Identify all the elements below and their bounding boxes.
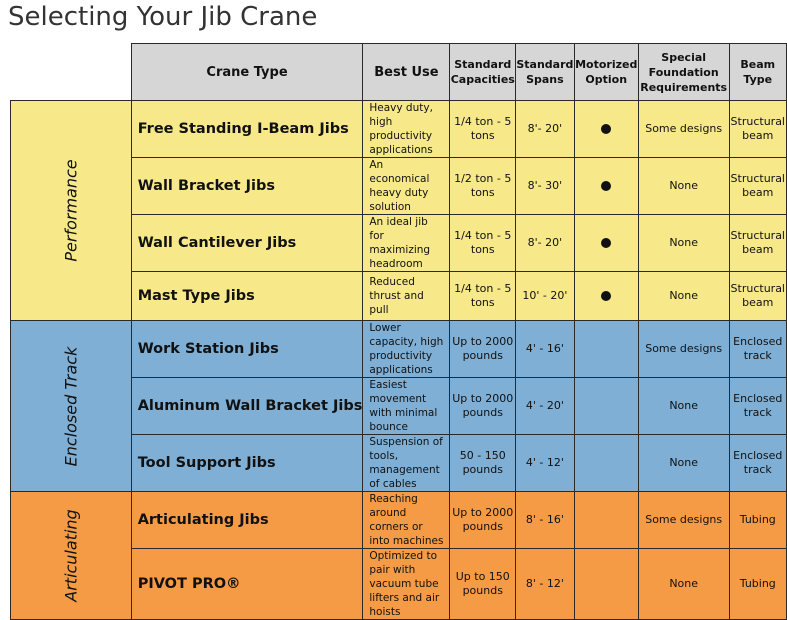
capacity-cell: Up to 2000 pounds bbox=[449, 320, 517, 378]
table-row: Tool Support Jibs Suspension of tools, m… bbox=[10, 434, 787, 492]
header-spans: Standard Spans bbox=[515, 43, 575, 101]
motorized-dot-icon bbox=[601, 181, 612, 191]
header-row: Crane Type Best Use Standard Capacities … bbox=[10, 43, 787, 101]
capacity-cell: 1/4 ton - 5 tons bbox=[449, 100, 517, 158]
best-use-cell: An ideal jib for maximizing headroom bbox=[362, 214, 451, 272]
motorized-cell bbox=[573, 491, 639, 549]
motorized-cell bbox=[573, 548, 639, 620]
header-beam-type: Beam Type bbox=[728, 43, 787, 101]
span-cell: 4' - 16' bbox=[515, 320, 575, 378]
best-use-cell: Heavy duty, high productivity applicatio… bbox=[362, 100, 451, 158]
motorized-cell bbox=[573, 214, 639, 272]
table-row: Aluminum Wall Bracket Jibs Easiest movem… bbox=[10, 377, 787, 435]
best-use-cell: Optimized to pair with vacuum tube lifte… bbox=[362, 548, 451, 620]
best-use-cell: Lower capacity, high productivity applic… bbox=[362, 320, 451, 378]
beam-type-cell: Structural beam bbox=[728, 100, 787, 158]
table-row: Enclosed Track Work Station Jibs Lower c… bbox=[10, 320, 787, 492]
capacity-cell: 1/4 ton - 5 tons bbox=[449, 271, 517, 321]
motorized-cell bbox=[573, 157, 639, 215]
motorized-cell bbox=[573, 434, 639, 492]
capacity-cell: Up to 150 pounds bbox=[449, 548, 517, 620]
foundation-cell: None bbox=[637, 271, 730, 321]
span-cell: 8' - 12' bbox=[515, 548, 575, 620]
motorized-cell bbox=[573, 271, 639, 321]
foundation-cell: Some designs bbox=[637, 320, 730, 378]
foundation-cell: Some designs bbox=[637, 491, 730, 549]
span-cell: 4' - 20' bbox=[515, 377, 575, 435]
beam-type-cell: Tubing bbox=[728, 491, 787, 549]
foundation-cell: None bbox=[637, 548, 730, 620]
header-foundation: Special Foundation Requirements bbox=[637, 43, 730, 101]
best-use-cell: Reaching around corners or into machines bbox=[362, 491, 451, 549]
span-cell: 4' - 12' bbox=[515, 434, 575, 492]
capacity-cell: 1/4 ton - 5 tons bbox=[449, 214, 517, 272]
crane-type-cell: Mast Type Jibs bbox=[130, 271, 364, 321]
motorized-dot-icon bbox=[601, 124, 612, 134]
beam-type-cell: Structural beam bbox=[728, 157, 787, 215]
crane-type-cell: Articulating Jibs bbox=[130, 491, 364, 549]
beam-type-cell: Structural beam bbox=[728, 271, 787, 321]
foundation-cell: None bbox=[637, 377, 730, 435]
table-row: Articulating Articulating Jibs Reaching … bbox=[10, 491, 787, 620]
table-row: Wall Cantilever Jibs An ideal jib for ma… bbox=[10, 214, 787, 272]
header-best-use: Best Use bbox=[362, 43, 451, 101]
motorized-dot-icon bbox=[601, 291, 612, 301]
best-use-cell: An economical heavy duty solution bbox=[362, 157, 451, 215]
span-cell: 10' - 20' bbox=[515, 271, 575, 321]
motorized-cell bbox=[573, 377, 639, 435]
page-title: Selecting Your Jib Crane bbox=[8, 2, 318, 32]
section-label-articulating: Articulating bbox=[10, 491, 132, 620]
best-use-cell: Easiest movement with minimal bounce bbox=[362, 377, 451, 435]
beam-type-cell: Enclosed track bbox=[728, 320, 787, 378]
capacity-cell: 1/2 ton - 5 tons bbox=[449, 157, 517, 215]
header-corner bbox=[10, 43, 132, 101]
header-motorized: Motorized Option bbox=[573, 43, 639, 101]
span-cell: 8' - 16' bbox=[515, 491, 575, 549]
crane-type-cell: Tool Support Jibs bbox=[130, 434, 364, 492]
jib-crane-table: Crane Type Best Use Standard Capacities … bbox=[10, 43, 787, 620]
best-use-cell: Suspension of tools, management of cable… bbox=[362, 434, 451, 492]
header-crane-type: Crane Type bbox=[130, 43, 364, 101]
foundation-cell: None bbox=[637, 157, 730, 215]
crane-type-cell: Wall Bracket Jibs bbox=[130, 157, 364, 215]
crane-type-cell: Aluminum Wall Bracket Jibs bbox=[130, 377, 364, 435]
foundation-cell: None bbox=[637, 434, 730, 492]
crane-type-cell: Wall Cantilever Jibs bbox=[130, 214, 364, 272]
table-row: Wall Bracket Jibs An economical heavy du… bbox=[10, 157, 787, 215]
beam-type-cell: Tubing bbox=[728, 548, 787, 620]
span-cell: 8'- 30' bbox=[515, 157, 575, 215]
motorized-cell bbox=[573, 100, 639, 158]
capacity-cell: Up to 2000 pounds bbox=[449, 377, 517, 435]
crane-type-cell: PIVOT PRO® bbox=[130, 548, 364, 620]
motorized-cell bbox=[573, 320, 639, 378]
capacity-cell: Up to 2000 pounds bbox=[449, 491, 517, 549]
motorized-dot-icon bbox=[601, 238, 612, 248]
beam-type-cell: Enclosed track bbox=[728, 377, 787, 435]
best-use-cell: Reduced thrust and pull bbox=[362, 271, 451, 321]
section-label-enclosed-track: Enclosed Track bbox=[10, 320, 132, 492]
span-cell: 8'- 20' bbox=[515, 100, 575, 158]
beam-type-cell: Structural beam bbox=[728, 214, 787, 272]
span-cell: 8'- 20' bbox=[515, 214, 575, 272]
foundation-cell: Some designs bbox=[637, 100, 730, 158]
foundation-cell: None bbox=[637, 214, 730, 272]
header-capacities: Standard Capacities bbox=[449, 43, 517, 101]
crane-type-cell: Free Standing I-Beam Jibs bbox=[130, 100, 364, 158]
crane-type-cell: Work Station Jibs bbox=[130, 320, 364, 378]
capacity-cell: 50 - 150 pounds bbox=[449, 434, 517, 492]
table-row: Performance Free Standing I-Beam Jibs He… bbox=[10, 100, 787, 321]
beam-type-cell: Enclosed track bbox=[728, 434, 787, 492]
section-label-performance: Performance bbox=[10, 100, 132, 321]
